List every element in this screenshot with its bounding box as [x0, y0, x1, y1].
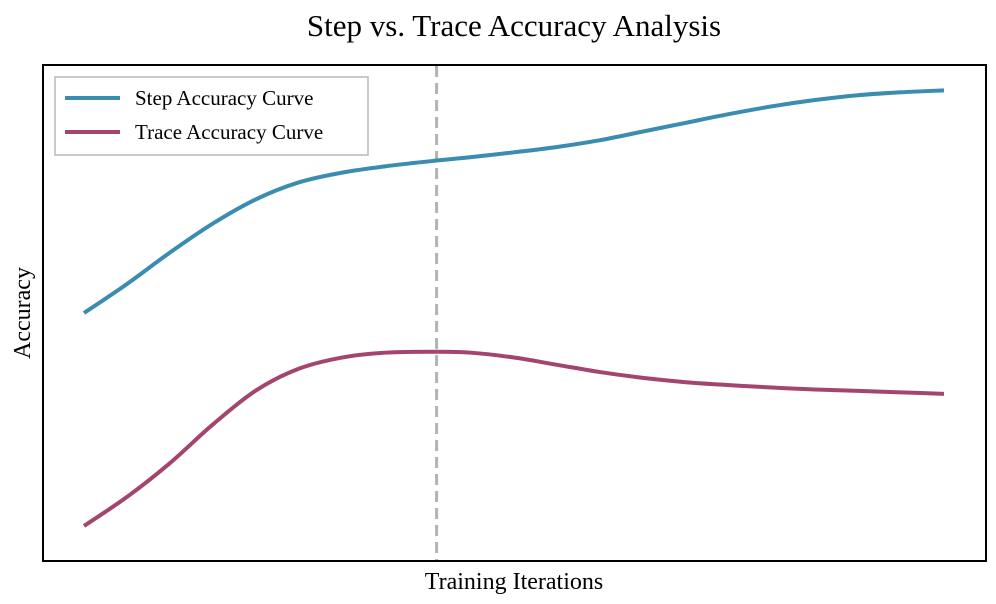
legend: Step Accuracy Curve Trace Accuracy Curve [54, 76, 369, 156]
y-axis-label: Accuracy [10, 267, 36, 359]
legend-label-step-accuracy: Step Accuracy Curve [135, 86, 313, 110]
x-axis-label: Training Iterations [425, 569, 603, 595]
series-line-trace-accuracy-curve [82, 349, 945, 528]
plot-area-frame [42, 64, 987, 562]
legend-label-trace-accuracy: Trace Accuracy Curve [135, 120, 323, 144]
legend-frame [54, 76, 369, 156]
series-layer [82, 88, 945, 528]
chart-title: Step vs. Trace Accuracy Analysis [307, 8, 721, 43]
series-line-step-accuracy-curve [82, 88, 945, 315]
